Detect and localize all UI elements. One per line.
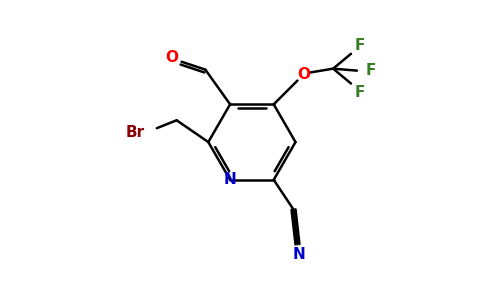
Text: F: F — [355, 38, 365, 53]
Text: N: N — [224, 172, 237, 187]
Text: F: F — [355, 85, 365, 100]
Text: O: O — [165, 50, 178, 65]
Text: N: N — [293, 247, 306, 262]
Text: Br: Br — [126, 125, 145, 140]
Text: F: F — [365, 63, 376, 78]
Text: O: O — [297, 67, 310, 82]
